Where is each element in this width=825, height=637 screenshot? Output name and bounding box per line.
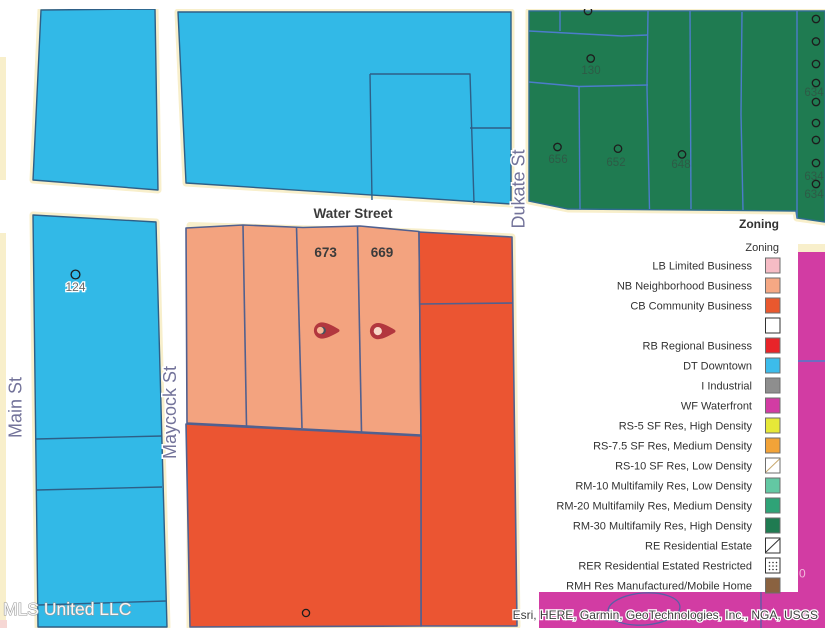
svg-text:0: 0: [799, 567, 806, 581]
svg-text:634: 634: [804, 189, 824, 201]
svg-text:652: 652: [606, 157, 625, 169]
svg-text:RM-30 Multifamily Res, High De: RM-30 Multifamily Res, High Density: [573, 521, 753, 533]
svg-text:RB Regional Business: RB Regional Business: [643, 341, 753, 353]
svg-text:WF Waterfront: WF Waterfront: [681, 401, 752, 413]
svg-text:Maycock St: Maycock St: [160, 366, 180, 459]
svg-text:Esri, HERE, Garmin, GeoTechnol: Esri, HERE, Garmin, GeoTechnologies, Inc…: [513, 608, 818, 622]
svg-text:RS-5 SF Res, High Density: RS-5 SF Res, High Density: [619, 421, 753, 433]
svg-text:Dukate St: Dukate St: [509, 149, 529, 228]
svg-text:669: 669: [371, 245, 394, 260]
svg-text:673: 673: [314, 245, 337, 260]
svg-text:RMH Res Manufactured/Mobile Ho: RMH Res Manufactured/Mobile Home: [566, 581, 752, 593]
svg-text:648: 648: [671, 159, 690, 171]
svg-text:RS-7.5 SF Res, Medium Density: RS-7.5 SF Res, Medium Density: [593, 441, 752, 453]
svg-text:634: 634: [804, 87, 824, 99]
svg-text:656: 656: [548, 154, 567, 166]
svg-text:CB Community Business: CB Community Business: [630, 301, 752, 313]
svg-text:RER Residential Estated Restri: RER Residential Estated Restricted: [578, 561, 752, 573]
svg-text:RE Residential Estate: RE Residential Estate: [645, 541, 752, 553]
svg-text:MLS United LLC: MLS United LLC: [3, 599, 131, 619]
svg-text:RM-10 Multifamily Res, Low Den: RM-10 Multifamily Res, Low Density: [575, 481, 752, 493]
svg-text:634: 634: [804, 171, 824, 183]
svg-text:DT Downtown: DT Downtown: [683, 361, 752, 373]
svg-text:NB Neighborhood Business: NB Neighborhood Business: [617, 281, 753, 293]
svg-text:Main St: Main St: [6, 377, 26, 438]
svg-text:130: 130: [581, 65, 600, 77]
svg-text:LB Limited Business: LB Limited Business: [652, 261, 752, 273]
svg-text:RM-20 Multifamily Res, Medium: RM-20 Multifamily Res, Medium Density: [556, 501, 752, 513]
svg-text:RS-10 SF Res, Low Density: RS-10 SF Res, Low Density: [615, 461, 752, 473]
svg-text:Zoning: Zoning: [739, 217, 779, 231]
svg-text:Zoning: Zoning: [745, 242, 779, 254]
svg-text:MLS United LLC: MLS United LLC: [3, 599, 131, 619]
svg-text:I Industrial: I Industrial: [701, 381, 752, 393]
svg-text:124: 124: [65, 280, 85, 294]
svg-text:Water Street: Water Street: [313, 206, 393, 221]
